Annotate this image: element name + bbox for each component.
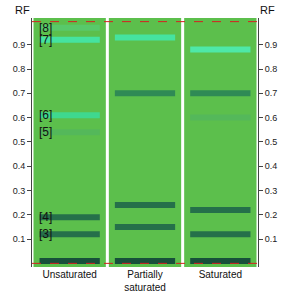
svg-text:Saturated: Saturated — [199, 269, 242, 280]
svg-text:0.9: 0.9 — [13, 40, 26, 50]
svg-text:0.8: 0.8 — [13, 64, 26, 74]
svg-text:0.9: 0.9 — [265, 40, 278, 50]
svg-text:[4]: [4] — [39, 210, 52, 224]
svg-text:[7]: [7] — [39, 33, 52, 47]
svg-text:0.2: 0.2 — [13, 210, 26, 220]
svg-text:[5]: [5] — [39, 125, 52, 139]
svg-text:0.7: 0.7 — [13, 88, 26, 98]
svg-text:Partiallysaturated: Partiallysaturated — [124, 269, 166, 293]
svg-text:0.7: 0.7 — [265, 88, 278, 98]
svg-text:0.5: 0.5 — [13, 137, 26, 147]
svg-text:[6]: [6] — [39, 108, 52, 122]
svg-text:RF: RF — [15, 4, 30, 16]
svg-text:0.1: 0.1 — [265, 234, 278, 244]
svg-text:0.1: 0.1 — [13, 234, 26, 244]
svg-text:0.4: 0.4 — [13, 161, 26, 171]
svg-text:0.6: 0.6 — [13, 113, 26, 123]
svg-text:0.3: 0.3 — [13, 186, 26, 196]
svg-text:RF: RF — [260, 4, 275, 16]
svg-text:[3]: [3] — [39, 227, 52, 241]
svg-text:0.6: 0.6 — [265, 113, 278, 123]
svg-text:[8]: [8] — [39, 21, 52, 35]
svg-text:0.3: 0.3 — [265, 186, 278, 196]
svg-text:Unsaturated: Unsaturated — [42, 269, 96, 280]
svg-text:0.4: 0.4 — [265, 161, 278, 171]
svg-text:0.2: 0.2 — [265, 210, 278, 220]
svg-text:0.5: 0.5 — [265, 137, 278, 147]
svg-text:0.8: 0.8 — [265, 64, 278, 74]
